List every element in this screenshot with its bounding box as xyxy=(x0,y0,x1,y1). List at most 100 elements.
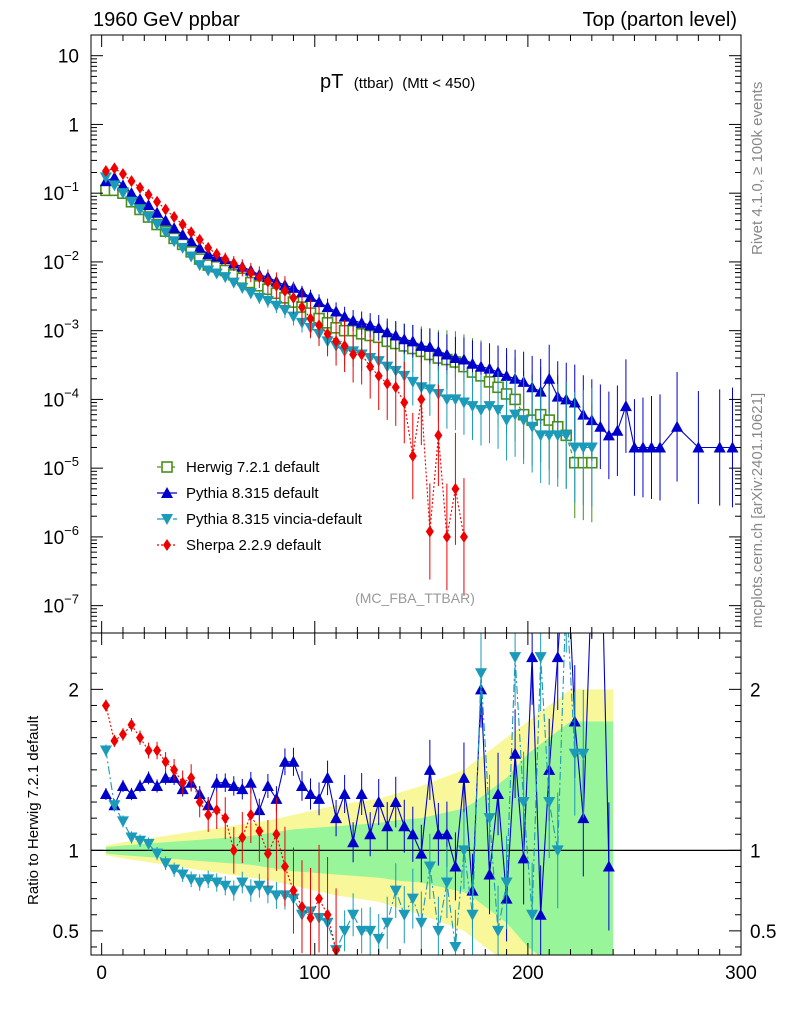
main-point xyxy=(383,377,392,390)
main-point xyxy=(195,233,204,246)
main-point xyxy=(304,290,317,302)
legend-label: Pythia 8.315 default xyxy=(186,485,319,502)
legend-marker xyxy=(163,539,171,551)
main-point xyxy=(159,227,172,239)
ratio-point xyxy=(212,804,221,817)
main-point xyxy=(321,301,334,313)
ratio-point xyxy=(440,877,453,889)
ratio-point xyxy=(355,925,368,937)
main-point xyxy=(289,291,298,304)
ratio-ytick-label-right: 0.5 xyxy=(750,922,776,943)
ratio-point xyxy=(321,771,334,783)
main-point xyxy=(187,226,196,239)
ratio-point xyxy=(432,925,445,937)
main-ytick-label: 10−5 xyxy=(43,454,79,480)
tick-exponent: −5 xyxy=(64,454,79,469)
ratio-point xyxy=(168,864,181,876)
rivet-label: Rivet 4.1.0, ≥ 100k events xyxy=(749,82,766,255)
main-point xyxy=(270,300,283,312)
ratio-point xyxy=(526,909,539,921)
main-ytick-label: 10 xyxy=(58,47,79,68)
ratio-point xyxy=(236,877,249,889)
main-point xyxy=(381,326,394,338)
title-cut: (Mtt < 450) xyxy=(402,75,475,92)
main-series-3 xyxy=(101,162,468,596)
ratio-point xyxy=(161,755,170,768)
main-point xyxy=(432,345,445,357)
main-point xyxy=(125,187,138,199)
legend-label: Pythia 8.315 vincia-default xyxy=(186,511,363,528)
main-point xyxy=(374,369,383,382)
ratio-point xyxy=(236,783,249,795)
main-point xyxy=(391,381,400,394)
ratio-point xyxy=(297,900,306,913)
main-point xyxy=(99,172,112,184)
main-point xyxy=(357,348,366,361)
main-point xyxy=(423,384,436,396)
collision-energy-label: 1960 GeV ppbar xyxy=(93,9,240,31)
ratio-point xyxy=(440,828,453,840)
tick-exponent: −6 xyxy=(64,523,79,538)
main-point xyxy=(517,415,530,427)
ratio-point xyxy=(144,744,153,757)
legend-marker xyxy=(161,514,173,525)
ratio-point xyxy=(355,788,368,799)
ratio-point xyxy=(492,788,505,799)
title-main: pT xyxy=(320,71,343,93)
main-point xyxy=(434,429,443,442)
main-point xyxy=(280,284,289,297)
ratio-point xyxy=(560,522,572,533)
main-series-2 xyxy=(99,172,598,507)
main-point xyxy=(611,424,624,436)
ratio-point xyxy=(151,779,164,791)
main-point xyxy=(118,168,127,181)
main-series-0 xyxy=(100,184,598,523)
main-point xyxy=(451,482,460,495)
ratio-point xyxy=(193,877,206,889)
main-point xyxy=(355,316,368,328)
tick-base: 10 xyxy=(43,597,64,618)
main-point xyxy=(125,196,138,208)
main-point xyxy=(338,310,351,322)
main-ytick-label: 10−4 xyxy=(43,385,79,411)
main-point xyxy=(425,525,434,538)
main-ytick-label: 10−3 xyxy=(43,317,79,343)
ratio-point xyxy=(526,651,539,663)
main-point xyxy=(253,292,266,304)
ratio-point xyxy=(500,877,513,889)
main-point xyxy=(585,442,598,454)
ratio-point xyxy=(602,860,615,872)
main-point xyxy=(255,271,264,284)
ratio-point xyxy=(227,885,240,897)
ratio-point xyxy=(170,763,179,776)
ratio-point xyxy=(210,877,223,889)
title-small: (ttbar) xyxy=(354,75,394,92)
main-point xyxy=(577,442,590,454)
ratio-point xyxy=(261,885,274,897)
ratio-point xyxy=(255,825,264,838)
main-point xyxy=(193,241,206,253)
legend-marker xyxy=(161,487,173,498)
ratio-point xyxy=(364,925,377,937)
ratio-point xyxy=(457,845,470,857)
main-point xyxy=(161,203,170,216)
ratio-point xyxy=(338,788,351,799)
tick-base: 10 xyxy=(43,253,64,274)
ratio-band-inner xyxy=(105,721,614,955)
ratio-point xyxy=(406,893,419,905)
tick-exponent: −7 xyxy=(64,592,79,607)
main-point xyxy=(144,188,153,201)
main-point xyxy=(246,266,255,279)
main-point xyxy=(619,400,632,412)
main-point xyxy=(594,420,607,432)
ratio-point xyxy=(551,651,564,663)
main-point xyxy=(417,393,426,406)
ratio-point xyxy=(406,828,419,840)
ratio-point xyxy=(313,792,326,804)
ratio-point xyxy=(127,718,136,731)
ratio-ytick-label-right: 2 xyxy=(750,680,761,701)
ratio-point xyxy=(187,771,196,784)
ratio-point xyxy=(134,835,147,847)
main-point xyxy=(108,180,121,192)
ratio-point xyxy=(509,652,522,664)
